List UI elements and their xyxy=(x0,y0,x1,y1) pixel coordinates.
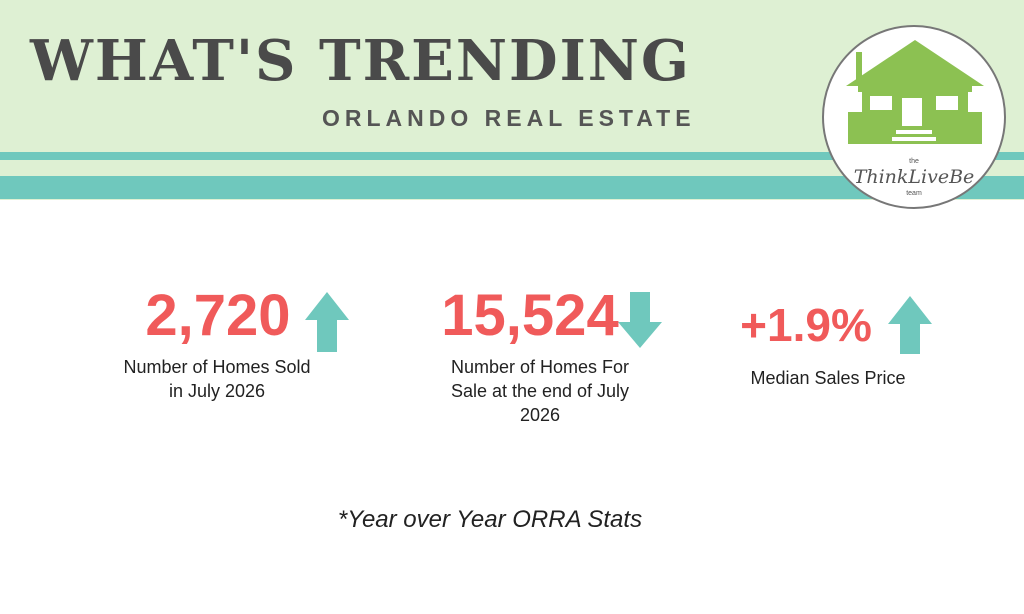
stat-label: Median Sales Price xyxy=(750,368,906,388)
title: WHAT'S TRENDING xyxy=(30,28,691,94)
stripe xyxy=(0,152,1024,160)
stat-value: 15,524 xyxy=(441,283,619,348)
logo-windows xyxy=(870,96,958,141)
footnote: *Year over Year ORRA Stats xyxy=(337,506,643,533)
arrow-up xyxy=(305,292,349,352)
subtitle: ORLANDO REAL ESTATE xyxy=(322,105,696,131)
stat-label: in July 2026 xyxy=(168,381,266,401)
arrow-down xyxy=(618,292,662,348)
logo-name: ThinkLiveBe xyxy=(853,166,975,188)
stat-value: +1.9% xyxy=(740,299,872,351)
logo-text: team xyxy=(906,190,922,197)
arrow-up xyxy=(888,296,932,354)
stripe xyxy=(0,176,1024,199)
stat-label: Sale at the end of July xyxy=(450,381,630,401)
stat-label: Number of Homes For xyxy=(450,357,630,377)
stat-value: 2,720 xyxy=(145,283,291,348)
stat-label: 2026 xyxy=(519,405,561,425)
logo-text: the xyxy=(909,158,919,165)
stat-label: Number of Homes Sold xyxy=(123,357,311,377)
